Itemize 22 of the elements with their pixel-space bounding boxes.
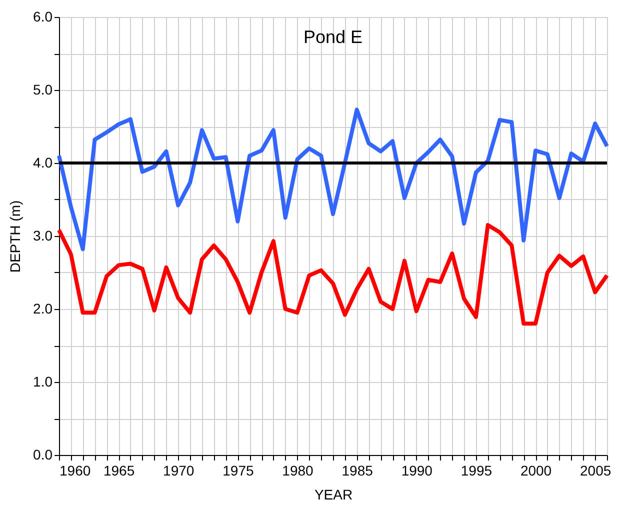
- y-tick-label: 2.0: [33, 300, 53, 316]
- y-tick-label: 5.0: [33, 82, 53, 98]
- x-tick-label: 1975: [222, 462, 254, 478]
- x-tick-label: 1960: [60, 462, 91, 478]
- x-tick-label: 1990: [401, 462, 433, 478]
- x-tick-label: 1985: [342, 462, 374, 478]
- x-tick-label: 1995: [460, 462, 492, 478]
- line-series: [57, 108, 609, 252]
- text: Pond E: [303, 27, 363, 47]
- x-tick-label: 1980: [282, 462, 314, 478]
- x-tick-label: 2005: [580, 462, 612, 478]
- y-tick-label: 6.0: [33, 8, 53, 24]
- x-axis-title: YEAR: [314, 486, 353, 502]
- x-tick-label: 1965: [103, 462, 135, 478]
- line-series: [57, 223, 609, 326]
- y-tick-label: 1.0: [33, 374, 53, 390]
- y-tick-label: 0.0: [33, 446, 53, 462]
- y-tick-label: 4.0: [33, 154, 53, 170]
- y-axis-title: DEPTH (m): [7, 200, 24, 273]
- x-tick-label: 2000: [520, 462, 552, 478]
- y-tick-label: 3.0: [33, 228, 53, 244]
- x-tick-label: 1970: [163, 462, 194, 478]
